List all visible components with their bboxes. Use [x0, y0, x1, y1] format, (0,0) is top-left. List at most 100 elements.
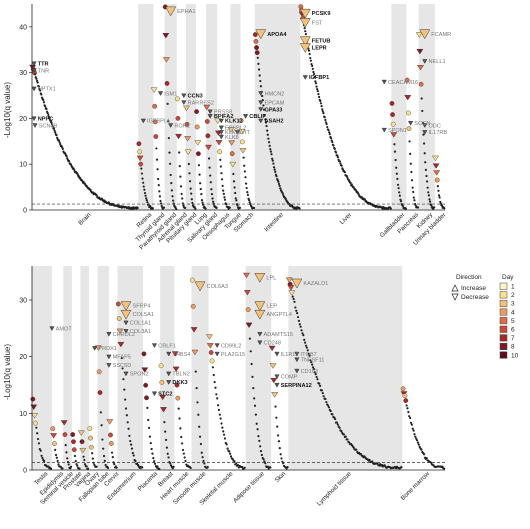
top-gene-marker-11	[207, 109, 213, 115]
top-point-12-46	[328, 132, 331, 136]
top-point-10-13	[248, 199, 251, 202]
bottom-point-16-22	[307, 352, 310, 356]
bottom-point-4-9	[87, 467, 90, 470]
top-points	[29, 4, 446, 211]
bottom-point-8-4	[120, 356, 123, 360]
legend-day-label-3: 3	[511, 301, 515, 308]
bottom-point-12-1	[190, 303, 196, 309]
top-point-11-5	[257, 62, 260, 65]
bottom-point-12-2	[190, 327, 198, 333]
top-point-3-8	[168, 162, 172, 165]
bottom-point-13-10	[216, 404, 220, 407]
bottom-point-8-17	[131, 451, 134, 455]
bottom-point-17-19	[418, 445, 421, 449]
bottom-point-15-9	[278, 447, 281, 450]
bottom-point-14-11	[254, 413, 257, 416]
bottom-point-16-10	[296, 315, 300, 319]
top-point-12-42	[326, 125, 329, 129]
top-point-9-11	[236, 204, 239, 207]
bottom-gene-label-col3a1: COL3A1	[130, 329, 151, 335]
bottom-point-16-19	[304, 344, 308, 347]
bottom-shading	[32, 266, 403, 470]
bottom-gene-marker-2	[106, 331, 112, 337]
legend-direction-title: Direction	[456, 274, 482, 281]
top-y-tick-label-0: 0	[23, 208, 27, 215]
bottom-point-16-41	[324, 397, 327, 401]
bottom-point-16-54	[335, 421, 339, 424]
bottom-gene-label-col6a3: COL6A3	[207, 284, 228, 290]
top-point-0-20	[44, 105, 47, 108]
top-point-15-13	[425, 180, 429, 183]
top-point-11-11	[261, 94, 264, 98]
bottom-point-16-28	[312, 368, 316, 371]
top-point-5-1	[184, 121, 190, 127]
top-point-11-2	[254, 45, 259, 50]
bottom-gene-label-spon2: SPON2	[130, 372, 149, 378]
bottom-point-13-11	[217, 408, 221, 411]
top-point-7-5	[208, 166, 211, 169]
bottom-point-8-14	[129, 439, 132, 443]
bottom-point-1-7	[57, 463, 60, 466]
top-point-1-8	[142, 185, 145, 188]
bottom-point-16-14	[300, 329, 303, 332]
top-point-15-14	[426, 186, 429, 189]
bottom-point-11-1	[172, 366, 180, 373]
bottom-y-tick-label-3: 30	[19, 298, 27, 305]
legend: Direction Increase Decrease Day 12 34 5 67 8…	[451, 274, 519, 359]
bottom-gene-label-il1rl2: IL1RL2	[281, 352, 299, 358]
bottom-point-1-10	[59, 465, 62, 468]
top-point-2-1	[152, 103, 158, 109]
top-point-3-18	[175, 207, 178, 211]
top-point-4-6	[179, 185, 183, 188]
bottom-gene-marker-29	[294, 368, 300, 374]
top-point-12-48	[329, 137, 333, 140]
top-point-15-0	[415, 32, 423, 38]
top-gene-label-ism1: ISM1	[164, 91, 177, 97]
bottom-point-8-10	[125, 414, 128, 417]
bottom-point-17-24	[422, 453, 426, 456]
top-point-6-3	[195, 151, 201, 157]
top-point-15-4	[420, 97, 423, 100]
bottom-point-16-39	[322, 395, 325, 398]
bottom-point-8-9	[124, 407, 128, 410]
bottom-point-12-0	[189, 277, 195, 283]
bottom-point-16-8	[295, 309, 298, 312]
bottom-gene-label-stc2: STC2	[158, 392, 172, 398]
bottom-point-16-59	[340, 430, 343, 433]
top-y-tick-label-2: 20	[19, 116, 27, 123]
top-point-12-44	[327, 128, 330, 132]
bottom-point-13-41	[243, 466, 246, 469]
top-gene-marker-34	[422, 123, 428, 129]
bottom-point-13-12	[218, 413, 221, 416]
bottom-point-5-0	[87, 426, 93, 431]
bottom-point-13-7	[214, 386, 217, 389]
top-point-1-6	[141, 177, 144, 180]
top-point-0-54	[65, 154, 68, 158]
bottom-point-14-17	[259, 450, 263, 453]
top-gene-label-nptx1: NPTX1	[38, 87, 56, 93]
bottom-point-14-10	[253, 404, 257, 407]
bottom-gene-label-kazald1: KAZALD1	[303, 281, 328, 287]
top-point-8-8	[221, 184, 224, 188]
bottom-gene-label-lpl: LPL	[266, 275, 276, 281]
bottom-tissue-label-16: Lymphoid tissue	[316, 470, 353, 507]
bottom-tissue-band-2	[63, 266, 72, 470]
top-point-11-7	[258, 74, 261, 77]
bottom-point-13-2	[208, 350, 214, 355]
bottom-point-0-11	[41, 456, 44, 460]
bottom-point-16-91	[368, 458, 371, 462]
bottom-point-16-51	[333, 416, 336, 419]
bottom-y-axis-label: -Log10(q value)	[3, 344, 12, 400]
bottom-point-16-32	[316, 378, 319, 381]
top-point-7-2	[205, 133, 211, 139]
bottom-point-13-0	[206, 334, 213, 340]
bottom-point-13-13	[219, 417, 222, 420]
bottom-point-17-21	[420, 448, 423, 451]
top-point-3-5	[167, 120, 170, 123]
bottom-point-0-3	[33, 420, 38, 426]
bottom-point-16-55	[336, 423, 339, 426]
bottom-gene-marker-15	[194, 281, 206, 292]
bottom-point-15-1	[269, 363, 277, 369]
bottom-point-1-6	[56, 459, 59, 463]
legend-day-label-7: 7	[511, 335, 515, 342]
